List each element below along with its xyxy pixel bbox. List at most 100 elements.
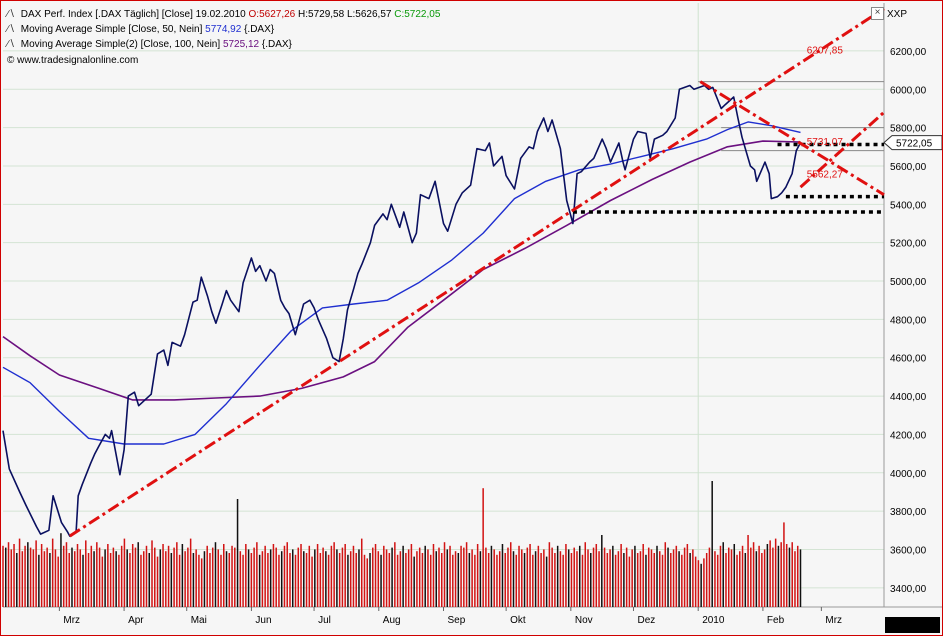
volume-bar [269, 549, 272, 607]
volume-bar [443, 542, 446, 607]
volume-bar [87, 553, 90, 607]
volume-bar [32, 549, 35, 607]
volume-bar [708, 547, 711, 607]
volume-bar [129, 553, 131, 607]
volume-bar [137, 542, 139, 607]
x-tick-label: Jun [255, 615, 271, 626]
volume-bar [275, 547, 277, 607]
volume-bar [90, 545, 93, 607]
volume-bar [526, 547, 529, 607]
legend-price-name: DAX Perf. Index [.DAX Täglich] [Close] [20, 9, 193, 20]
x-tick-label: Dez [637, 615, 655, 626]
y-tick-label: 4400,00 [890, 392, 927, 403]
copyright-icon: © [7, 55, 15, 66]
volume-bar [730, 549, 733, 607]
y-tick-label: 6200,00 [890, 47, 927, 58]
volume-bar [636, 553, 639, 607]
y-tick-label: 3800,00 [890, 507, 927, 518]
volume-bar [601, 535, 603, 607]
volume-bar [441, 553, 443, 607]
volume-bar [692, 549, 694, 607]
volume-bar [322, 547, 324, 607]
volume-bar [537, 545, 540, 607]
volume-bar [187, 547, 189, 607]
volume-bar [396, 554, 399, 607]
volume-bar [727, 547, 730, 607]
volume-bar [134, 547, 137, 607]
volume-bar [338, 553, 341, 607]
volume-bar [325, 551, 327, 607]
volume-bar [10, 549, 13, 607]
volume-bar [289, 553, 291, 607]
volume-bar [278, 554, 280, 607]
volume-bar [631, 549, 633, 607]
volume-bar [612, 545, 614, 607]
volume-bar [303, 551, 305, 607]
volume-bar [769, 540, 771, 607]
volume-bar [617, 551, 620, 607]
volume-bar [319, 553, 322, 607]
volume-bar [148, 553, 151, 607]
volume-bar [261, 551, 264, 607]
volume-bar [49, 553, 51, 607]
scale-label: XXP [887, 9, 908, 20]
volume-bar [725, 553, 727, 607]
volume-bar [38, 554, 40, 607]
volume-bar [314, 549, 316, 607]
volume-bar [93, 551, 95, 607]
volume-bar [35, 540, 37, 607]
volume-bar [54, 549, 57, 607]
volume-bar [650, 549, 653, 607]
volume-bar [468, 553, 471, 607]
volume-bar [65, 542, 68, 607]
volume-bar [242, 554, 244, 607]
volume-bar [73, 551, 76, 607]
volume-bar [27, 542, 29, 607]
volume-bar [697, 560, 700, 607]
volume-bar [628, 556, 631, 607]
volume-bar [551, 547, 553, 607]
volume-bar [449, 545, 451, 607]
volume-bar [327, 554, 330, 607]
volume-bar [267, 553, 269, 607]
volume-bar [46, 547, 48, 607]
current-price-label: 5722,05 [896, 139, 933, 150]
volume-bar [385, 549, 388, 607]
legend-ma100-name: Moving Average Simple(2) [Close, 100, Ne… [20, 39, 221, 50]
volume-bar [796, 545, 799, 607]
volume-bar [7, 542, 10, 607]
x-tick-label: Sep [448, 615, 466, 626]
volume-bar [504, 553, 506, 607]
volume-bar [206, 545, 208, 607]
legend-low: L:5626,57 [346, 9, 392, 20]
volume-bar [165, 551, 167, 607]
volume-bar [159, 549, 162, 607]
volume-bar [126, 549, 128, 607]
volume-bar [454, 551, 457, 607]
volume-bar [220, 554, 222, 607]
volume-bar [736, 554, 738, 607]
volume-bar [744, 553, 747, 607]
volume-bar [192, 553, 195, 607]
volume-bar [264, 545, 266, 607]
website-text: www.tradesignalonline.com [17, 55, 139, 66]
volume-bar [57, 556, 59, 607]
x-tick-label: Apr [128, 615, 144, 626]
volume-bar [421, 553, 424, 607]
volume-bar [799, 549, 802, 607]
volume-bar [79, 549, 82, 607]
volume-bar [733, 544, 736, 607]
close-icon[interactable]: × [871, 7, 884, 20]
volume-bar [465, 542, 468, 607]
volume-bar [120, 545, 123, 607]
volume-bar [639, 551, 642, 607]
volume-bar [355, 553, 357, 607]
y-tick-label: 6000,00 [890, 85, 927, 96]
volume-bar [683, 547, 686, 607]
volume-bar [446, 549, 449, 607]
volume-bar [388, 553, 391, 607]
volume-bar [283, 545, 286, 607]
x-tick-label: 2010 [702, 615, 725, 626]
volume-bar [540, 553, 542, 607]
